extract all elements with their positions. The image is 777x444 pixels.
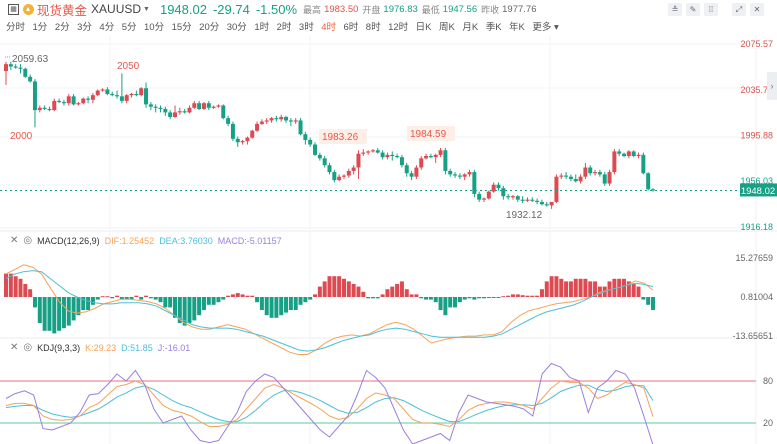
settings-icon[interactable]: ◎	[23, 235, 33, 246]
svg-text:1995.88: 1995.88	[740, 130, 773, 140]
svg-text:1956.03: 1956.03	[740, 176, 773, 186]
kdj-legend: ✕ ◎ KDJ(9,3,3) K:29.23 D:51.85 J:-16.01	[10, 342, 190, 353]
open-label: 开盘	[362, 4, 381, 15]
period-3[interactable]: 3分	[77, 22, 92, 33]
kdj-k: K:29.23	[85, 342, 117, 353]
period-20[interactable]: 季K	[485, 22, 502, 33]
close-icon[interactable]: ✕	[750, 3, 764, 16]
period-13[interactable]: 4时	[321, 22, 336, 33]
indicator-icon[interactable]: ≙	[668, 3, 682, 16]
kdj-name: KDJ(9,3,3)	[37, 342, 81, 353]
open-value: 1976.83	[383, 3, 418, 15]
svg-text:2035.72: 2035.72	[740, 85, 773, 95]
price-change: -29.74	[212, 1, 250, 17]
chart-toolbar: ≙ ✎ ⁞⁞ ⤢ ✕	[668, 3, 764, 16]
period-21[interactable]: 年K	[509, 22, 525, 33]
period-7[interactable]: 15分	[171, 22, 192, 33]
prev-close-value: 1977.76	[502, 3, 537, 15]
period-4[interactable]: 4分	[99, 22, 115, 33]
svg-text:20: 20	[763, 418, 773, 428]
period-8[interactable]: 20分	[199, 22, 220, 33]
svg-text:-13.65651: -13.65651	[732, 331, 773, 341]
period-10[interactable]: 1时	[254, 22, 270, 33]
axis-expand-button[interactable]: ›	[767, 72, 777, 100]
svg-text:15.27659: 15.27659	[735, 253, 773, 263]
period-19[interactable]: 月K	[462, 22, 479, 33]
period-12[interactable]: 3时	[298, 22, 314, 33]
period-18[interactable]: 周K	[439, 22, 455, 33]
period-1[interactable]: 1分	[32, 22, 48, 33]
svg-text:1983.26: 1983.26	[322, 132, 359, 143]
macd-dea: DEA:3.76030	[159, 235, 213, 246]
period-11[interactable]: 2时	[276, 22, 292, 33]
low-label: 最低	[421, 4, 440, 15]
quote-header: ▦ 现货黄金 XAUUSD ▼ 1948.02 -29.74 -1.50% 最高…	[0, 0, 777, 18]
last-price: 1948.02	[159, 1, 207, 17]
period-22[interactable]: 更多 ▾	[532, 22, 559, 33]
price-change-pct: -1.50%	[255, 1, 298, 17]
kdj-j: J:-16.01	[157, 342, 191, 353]
instrument-symbol[interactable]: XAUUSD	[91, 2, 142, 16]
symbol-dropdown-icon[interactable]: ▼	[143, 5, 150, 13]
high-value: 1983.50	[324, 3, 359, 15]
close-indicator-icon[interactable]: ✕	[10, 342, 19, 353]
macd-legend: ✕ ◎ MACD(12,26,9) DIF:1.25452 DEA:3.7603…	[10, 235, 282, 246]
high-label: 最高	[303, 4, 322, 15]
period-17[interactable]: 日K	[415, 22, 432, 33]
period-14[interactable]: 6时	[343, 22, 359, 33]
svg-text:2000: 2000	[10, 131, 33, 142]
instrument-name: 现货黄金	[37, 3, 88, 18]
chart-type-icon[interactable]: ▦	[8, 3, 19, 15]
settings-icon[interactable]: ◎	[23, 342, 33, 353]
fullscreen-icon[interactable]: ⤢	[732, 3, 746, 16]
period-0[interactable]: 分时	[6, 22, 26, 33]
macd-value: MACD:-5.01157	[217, 235, 282, 246]
svg-text:1948.02: 1948.02	[741, 186, 775, 197]
close-indicator-icon[interactable]: ✕	[10, 235, 19, 246]
svg-text:2050: 2050	[117, 61, 140, 72]
prev-close-label: 昨收	[481, 4, 500, 15]
compare-icon[interactable]: ⁞⁞	[704, 3, 718, 16]
period-5[interactable]: 5分	[121, 22, 137, 33]
macd-name: MACD(12,26,9)	[37, 235, 100, 246]
gold-icon	[23, 3, 34, 15]
svg-text:1916.18: 1916.18	[740, 222, 773, 232]
period-16[interactable]: 12时	[388, 22, 409, 33]
period-9[interactable]: 30分	[226, 22, 247, 33]
period-15[interactable]: 8时	[365, 22, 381, 33]
svg-text:0.81004: 0.81004	[740, 292, 773, 302]
draw-icon[interactable]: ✎	[686, 3, 700, 16]
low-value: 1947.56	[442, 3, 478, 15]
svg-text:2075.57: 2075.57	[740, 39, 773, 49]
svg-text:80: 80	[763, 376, 773, 386]
period-2[interactable]: 2分	[54, 22, 70, 33]
period-selector: 分时 1分 2分 3分 4分 5分 10分 15分 20分 30分 1时 2时 3时 4时 6时 8时 12时日…	[6, 18, 566, 34]
period-6[interactable]: 10分	[144, 22, 165, 33]
svg-text:1984.59: 1984.59	[410, 129, 447, 140]
macd-dif: DIF:1.25452	[104, 235, 155, 246]
kdj-d: D:51.85	[121, 342, 153, 353]
svg-text:1932.12: 1932.12	[506, 210, 543, 221]
svg-text:2059.63: 2059.63	[12, 54, 49, 65]
